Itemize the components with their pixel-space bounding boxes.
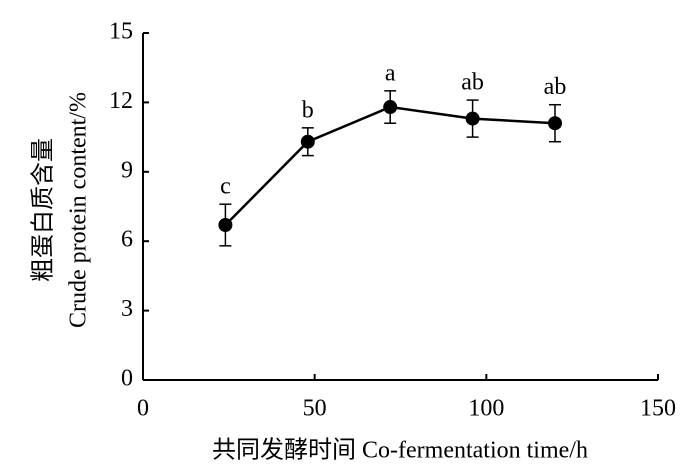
data-line [224,105,556,226]
x-tick-label: 0 [137,396,149,422]
x-axis-label: 共同发酵时间 Co-fermentation time/h [212,437,588,464]
x-tick-label: 50 [303,396,327,422]
data-point [300,134,315,149]
y-tick-label: 12 [109,88,133,114]
y-axis-label: 粗蛋白质含量 [30,138,57,282]
data-point [383,100,398,115]
significance-label: a [385,60,396,86]
data-point [465,111,480,126]
data-point [548,116,562,131]
y-tick-label: 3 [121,296,133,322]
y-tick-label: 6 [121,227,133,253]
x-tick-label: 150 [640,396,676,422]
significance-label: b [302,97,314,123]
x-tick-label: 100 [468,396,504,422]
data-point [218,218,233,233]
significance-label: ab [544,74,567,100]
y-tick-label: 15 [109,19,133,45]
y-tick-label: 9 [121,157,133,183]
significance-label: c [220,174,231,200]
y-tick-label: 0 [121,366,133,392]
significance-label: ab [461,70,484,96]
y-axis-label: Crude protein content/% [66,92,92,328]
